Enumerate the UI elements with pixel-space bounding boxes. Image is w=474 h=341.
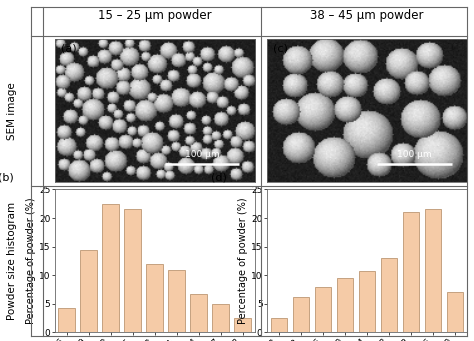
- Bar: [292, 297, 309, 332]
- Bar: [425, 209, 441, 332]
- Text: (a): (a): [61, 44, 76, 54]
- Text: 15 – 25 μm powder: 15 – 25 μm powder: [98, 9, 211, 22]
- Y-axis label: Percentage of powder (%): Percentage of powder (%): [238, 198, 248, 324]
- Y-axis label: Percentage of powder (%): Percentage of powder (%): [26, 198, 36, 324]
- Bar: [402, 212, 419, 332]
- Bar: [315, 287, 331, 332]
- Text: 100 μm: 100 μm: [185, 150, 219, 159]
- Text: 100 μm: 100 μm: [397, 150, 432, 159]
- Bar: [337, 278, 353, 332]
- Bar: [81, 250, 97, 332]
- Text: (b): (b): [0, 172, 14, 182]
- Text: 38 – 45 μm powder: 38 – 45 μm powder: [310, 9, 424, 22]
- Text: SEM image: SEM image: [7, 82, 17, 139]
- Bar: [58, 308, 75, 332]
- Bar: [168, 269, 185, 332]
- Text: Powder size histogram: Powder size histogram: [7, 202, 17, 320]
- Bar: [447, 293, 463, 332]
- Bar: [358, 271, 375, 332]
- Text: (d): (d): [210, 172, 227, 182]
- Bar: [124, 209, 141, 332]
- Bar: [271, 318, 287, 332]
- Bar: [234, 318, 251, 332]
- Bar: [102, 204, 119, 332]
- Bar: [191, 294, 207, 332]
- Text: (c): (c): [273, 44, 288, 54]
- Bar: [381, 258, 397, 332]
- Bar: [212, 304, 229, 332]
- Bar: [146, 264, 163, 332]
